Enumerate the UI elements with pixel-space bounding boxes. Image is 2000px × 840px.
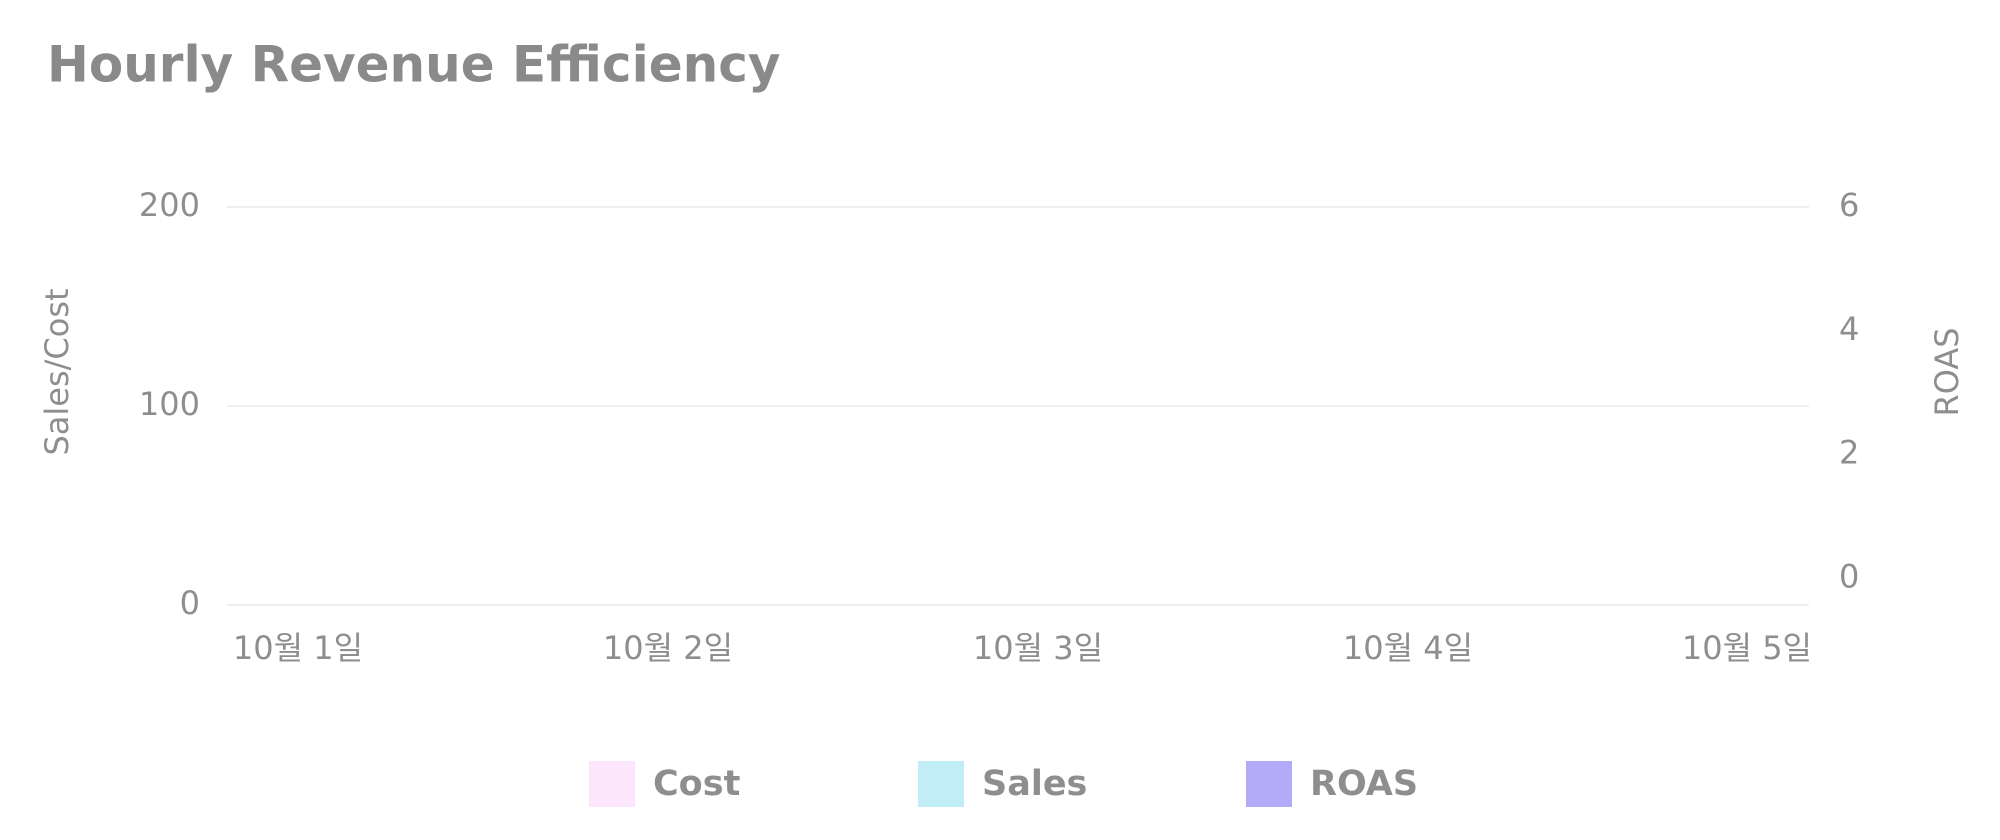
y2-tick-label: 2 xyxy=(1839,434,1859,472)
legend-label: ROAS xyxy=(1310,764,1418,804)
x-tick-label: 10월 4일 xyxy=(1343,629,1473,667)
y2-tick-label: 0 xyxy=(1839,557,1859,595)
legend-label: Cost xyxy=(653,764,740,804)
y-tick-label: 100 xyxy=(139,385,200,423)
y2-tick-label: 4 xyxy=(1839,310,1859,348)
legend-swatch xyxy=(918,761,964,807)
x-tick-label: 10월 3일 xyxy=(973,629,1103,667)
y-tick-label: 200 xyxy=(139,186,200,224)
x-tick-label: 10월 2일 xyxy=(603,629,733,667)
y2-axis-title: ROAS xyxy=(1928,327,1966,416)
x-tick-label: 10월 1일 xyxy=(233,629,363,667)
y-tick-label: 0 xyxy=(180,584,200,622)
legend-swatch xyxy=(589,761,635,807)
legend-label: Sales xyxy=(982,764,1087,804)
chart-title: Hourly Revenue Efficiency xyxy=(47,36,780,94)
y-axis-title: Sales/Cost xyxy=(38,288,76,455)
legend-swatch xyxy=(1246,761,1292,807)
x-tick-label: 10월 5일 xyxy=(1682,629,1812,667)
y2-tick-label: 6 xyxy=(1839,186,1859,224)
